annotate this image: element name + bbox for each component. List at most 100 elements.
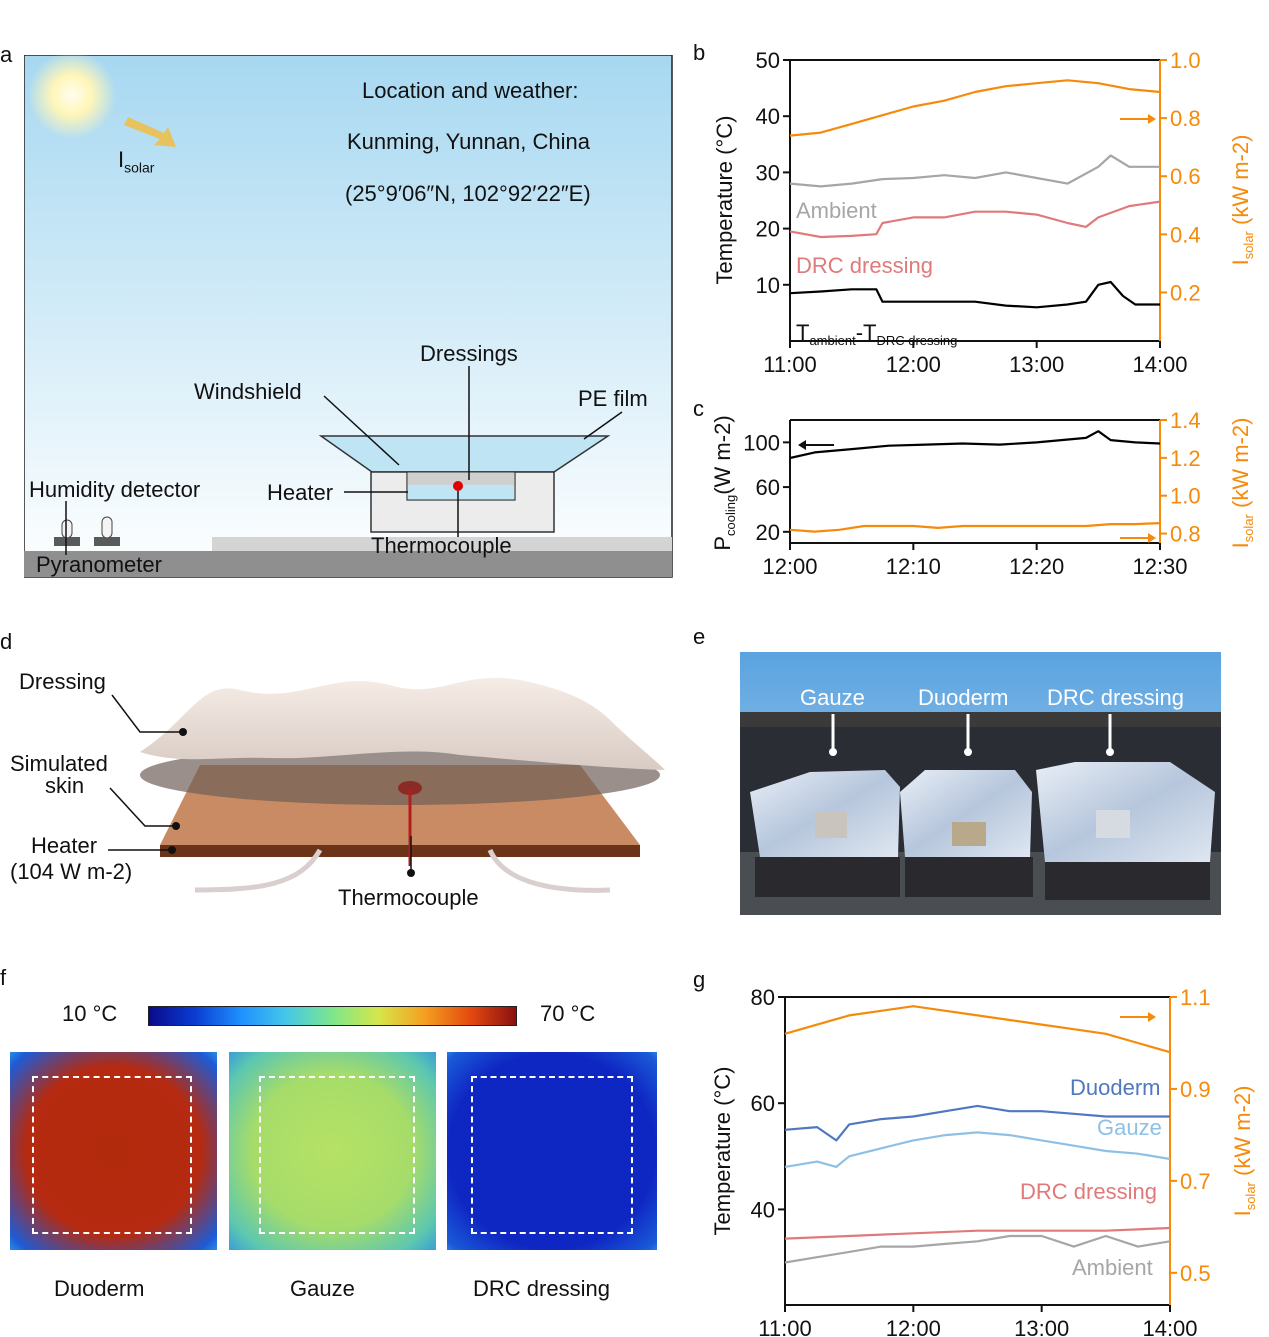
cable-left [194, 848, 323, 893]
legend-gauze: Gauze [1097, 1115, 1162, 1140]
x-tick-label: 12:10 [886, 554, 941, 579]
axis-title-text: Temperature (°C) [710, 1067, 735, 1236]
x-tick-label: 12:20 [1009, 554, 1064, 579]
x-tick-label: 13:00 [1014, 1316, 1069, 1337]
location-city: Kunming, Yunnan, China [347, 129, 590, 154]
y2-tick-label: 0.8 [1170, 522, 1201, 547]
solar-arrow-icon [124, 117, 176, 147]
y2-tick-label: 1.4 [1170, 408, 1201, 433]
photo-label-drc: DRC dressing [1047, 685, 1184, 710]
y-tick-label: 60 [751, 1091, 775, 1116]
y2-tick-label: 0.7 [1180, 1169, 1211, 1194]
series-gauze [784, 1131, 1171, 1168]
y2-tick-label: 1.2 [1170, 446, 1201, 471]
y2-tick-label: 0.8 [1170, 106, 1201, 131]
panel-letter-d: d [0, 629, 13, 654]
heater-slab [160, 845, 640, 857]
axis-title-text: Pcooling(W m-2) [710, 415, 738, 550]
photo-label-duoderm: Duoderm [918, 685, 1009, 710]
thermal-label-drc: DRC dressing [473, 1276, 610, 1301]
y-tick-label: 40 [751, 1197, 775, 1222]
legend-diff: Tambient-TDRC dressing [796, 320, 957, 348]
x-tick-label: 12:00 [762, 554, 817, 579]
thermocouple-dot [453, 481, 463, 491]
isolar-label: Isolar [118, 147, 154, 175]
y2-tick-label: 0.6 [1170, 164, 1201, 189]
box-duoderm [900, 770, 1033, 897]
scale-max: 70 °C [540, 1001, 596, 1026]
photo-label-gauze: Gauze [800, 685, 865, 710]
location-title: Location and weather: [362, 78, 579, 103]
thermocouple-sensor [398, 781, 422, 795]
label-windshield: Windshield [194, 379, 302, 404]
arrow-right-head-icon [1148, 533, 1156, 543]
label-pe-film: PE film [578, 386, 648, 411]
axis-title: Isolar (kW m-2) [1228, 418, 1256, 549]
series-isolar [789, 79, 1161, 137]
label-skin: skin [45, 773, 85, 798]
chart-b: 11:00 12:00 13:00 14:00 10 20 30 40 50 0.2 0.4 0.6 0… [712, 48, 1256, 377]
y-tick-label: 50 [756, 48, 780, 73]
y2-tick-label: 0.9 [1180, 1077, 1211, 1102]
legend-duoderm: Duoderm [1070, 1075, 1160, 1100]
legend-ambient: Ambient [1072, 1255, 1153, 1280]
axis-title: Temperature (°C) [712, 116, 737, 285]
label-thermocouple-d: Thermocouple [338, 885, 479, 910]
roi-duoderm [32, 1076, 192, 1234]
legend-ambient: Ambient [796, 198, 877, 223]
isolar-sub: solar [124, 159, 155, 176]
panel-letter-a: a [0, 42, 13, 67]
series-ambient [789, 154, 1160, 188]
y2-tick-label: 1.0 [1170, 48, 1201, 73]
label-pyranometer: Pyranometer [36, 552, 162, 577]
box-drc [1036, 762, 1215, 900]
x-tick-label: 11:00 [763, 352, 816, 377]
label-heater: Heater [267, 480, 334, 505]
label-humidity: Humidity detector [29, 477, 201, 502]
arrow-right-head-icon [1148, 114, 1156, 124]
y-tick-label: 100 [743, 430, 780, 455]
series-pcooling [789, 430, 1161, 460]
y-tick-label: 60 [756, 475, 780, 500]
sun-icon [28, 55, 116, 139]
heater-layer [408, 485, 514, 499]
y2-tick-label: 0.5 [1180, 1261, 1211, 1286]
panel-d-illustration [108, 677, 665, 893]
x-tick-label: 14:00 [1142, 1316, 1197, 1337]
y2-tick-label: 1.1 [1180, 985, 1211, 1010]
panel-letter-g: g [693, 967, 706, 992]
thermal-image-drc [447, 1052, 657, 1250]
y-tick-label: 30 [756, 160, 780, 185]
panel-letter-c: c [693, 396, 704, 421]
arrow-left-head-icon [798, 440, 806, 450]
x-tick-label: 13:00 [1009, 352, 1064, 377]
x-tick-label: 12:00 [886, 352, 941, 377]
thermal-image-duoderm [10, 1052, 217, 1250]
y2-tick-label: 0.4 [1170, 222, 1201, 247]
panel-letter-f: f [0, 965, 7, 990]
x-tick-label: 11:00 [758, 1316, 811, 1337]
legend-drc: DRC dressing [1020, 1179, 1157, 1204]
axis-title-text: Isolar (kW m-2) [1228, 418, 1256, 549]
label-dressing: Dressing [19, 669, 106, 694]
panel-e-photo [740, 652, 1221, 915]
roi-drc [471, 1076, 633, 1234]
sky-frame [24, 55, 673, 578]
label-dressings: Dressings [420, 341, 518, 366]
location-coords: (25°9′06″N, 102°92′22″E) [345, 181, 591, 206]
legend-drc: DRC dressing [796, 253, 933, 278]
x-tick-label: 12:30 [1132, 554, 1187, 579]
series-isolar [784, 1005, 1171, 1054]
axis-title: Pcooling(W m-2) [710, 415, 738, 550]
axis-title: Isolar (kW m-2) [1230, 1086, 1258, 1217]
series-tambient-tdrc-dressing [789, 280, 1160, 309]
humidity-detector-icon [54, 516, 120, 546]
thermal-image-gauze [229, 1052, 436, 1250]
thermal-label-duoderm: Duoderm [54, 1276, 145, 1301]
box-gauze [750, 770, 900, 897]
chart-g: 11:00 12:00 13:00 14:00 40 60 80 0.5 0.7 0.9 1.1 Te… [710, 985, 1258, 1337]
y-tick-label: 20 [756, 520, 780, 545]
scale-min: 10 °C [62, 1001, 118, 1026]
x-tick-label: 14:00 [1132, 352, 1187, 377]
axis-title: Isolar (kW m-2) [1228, 135, 1256, 266]
